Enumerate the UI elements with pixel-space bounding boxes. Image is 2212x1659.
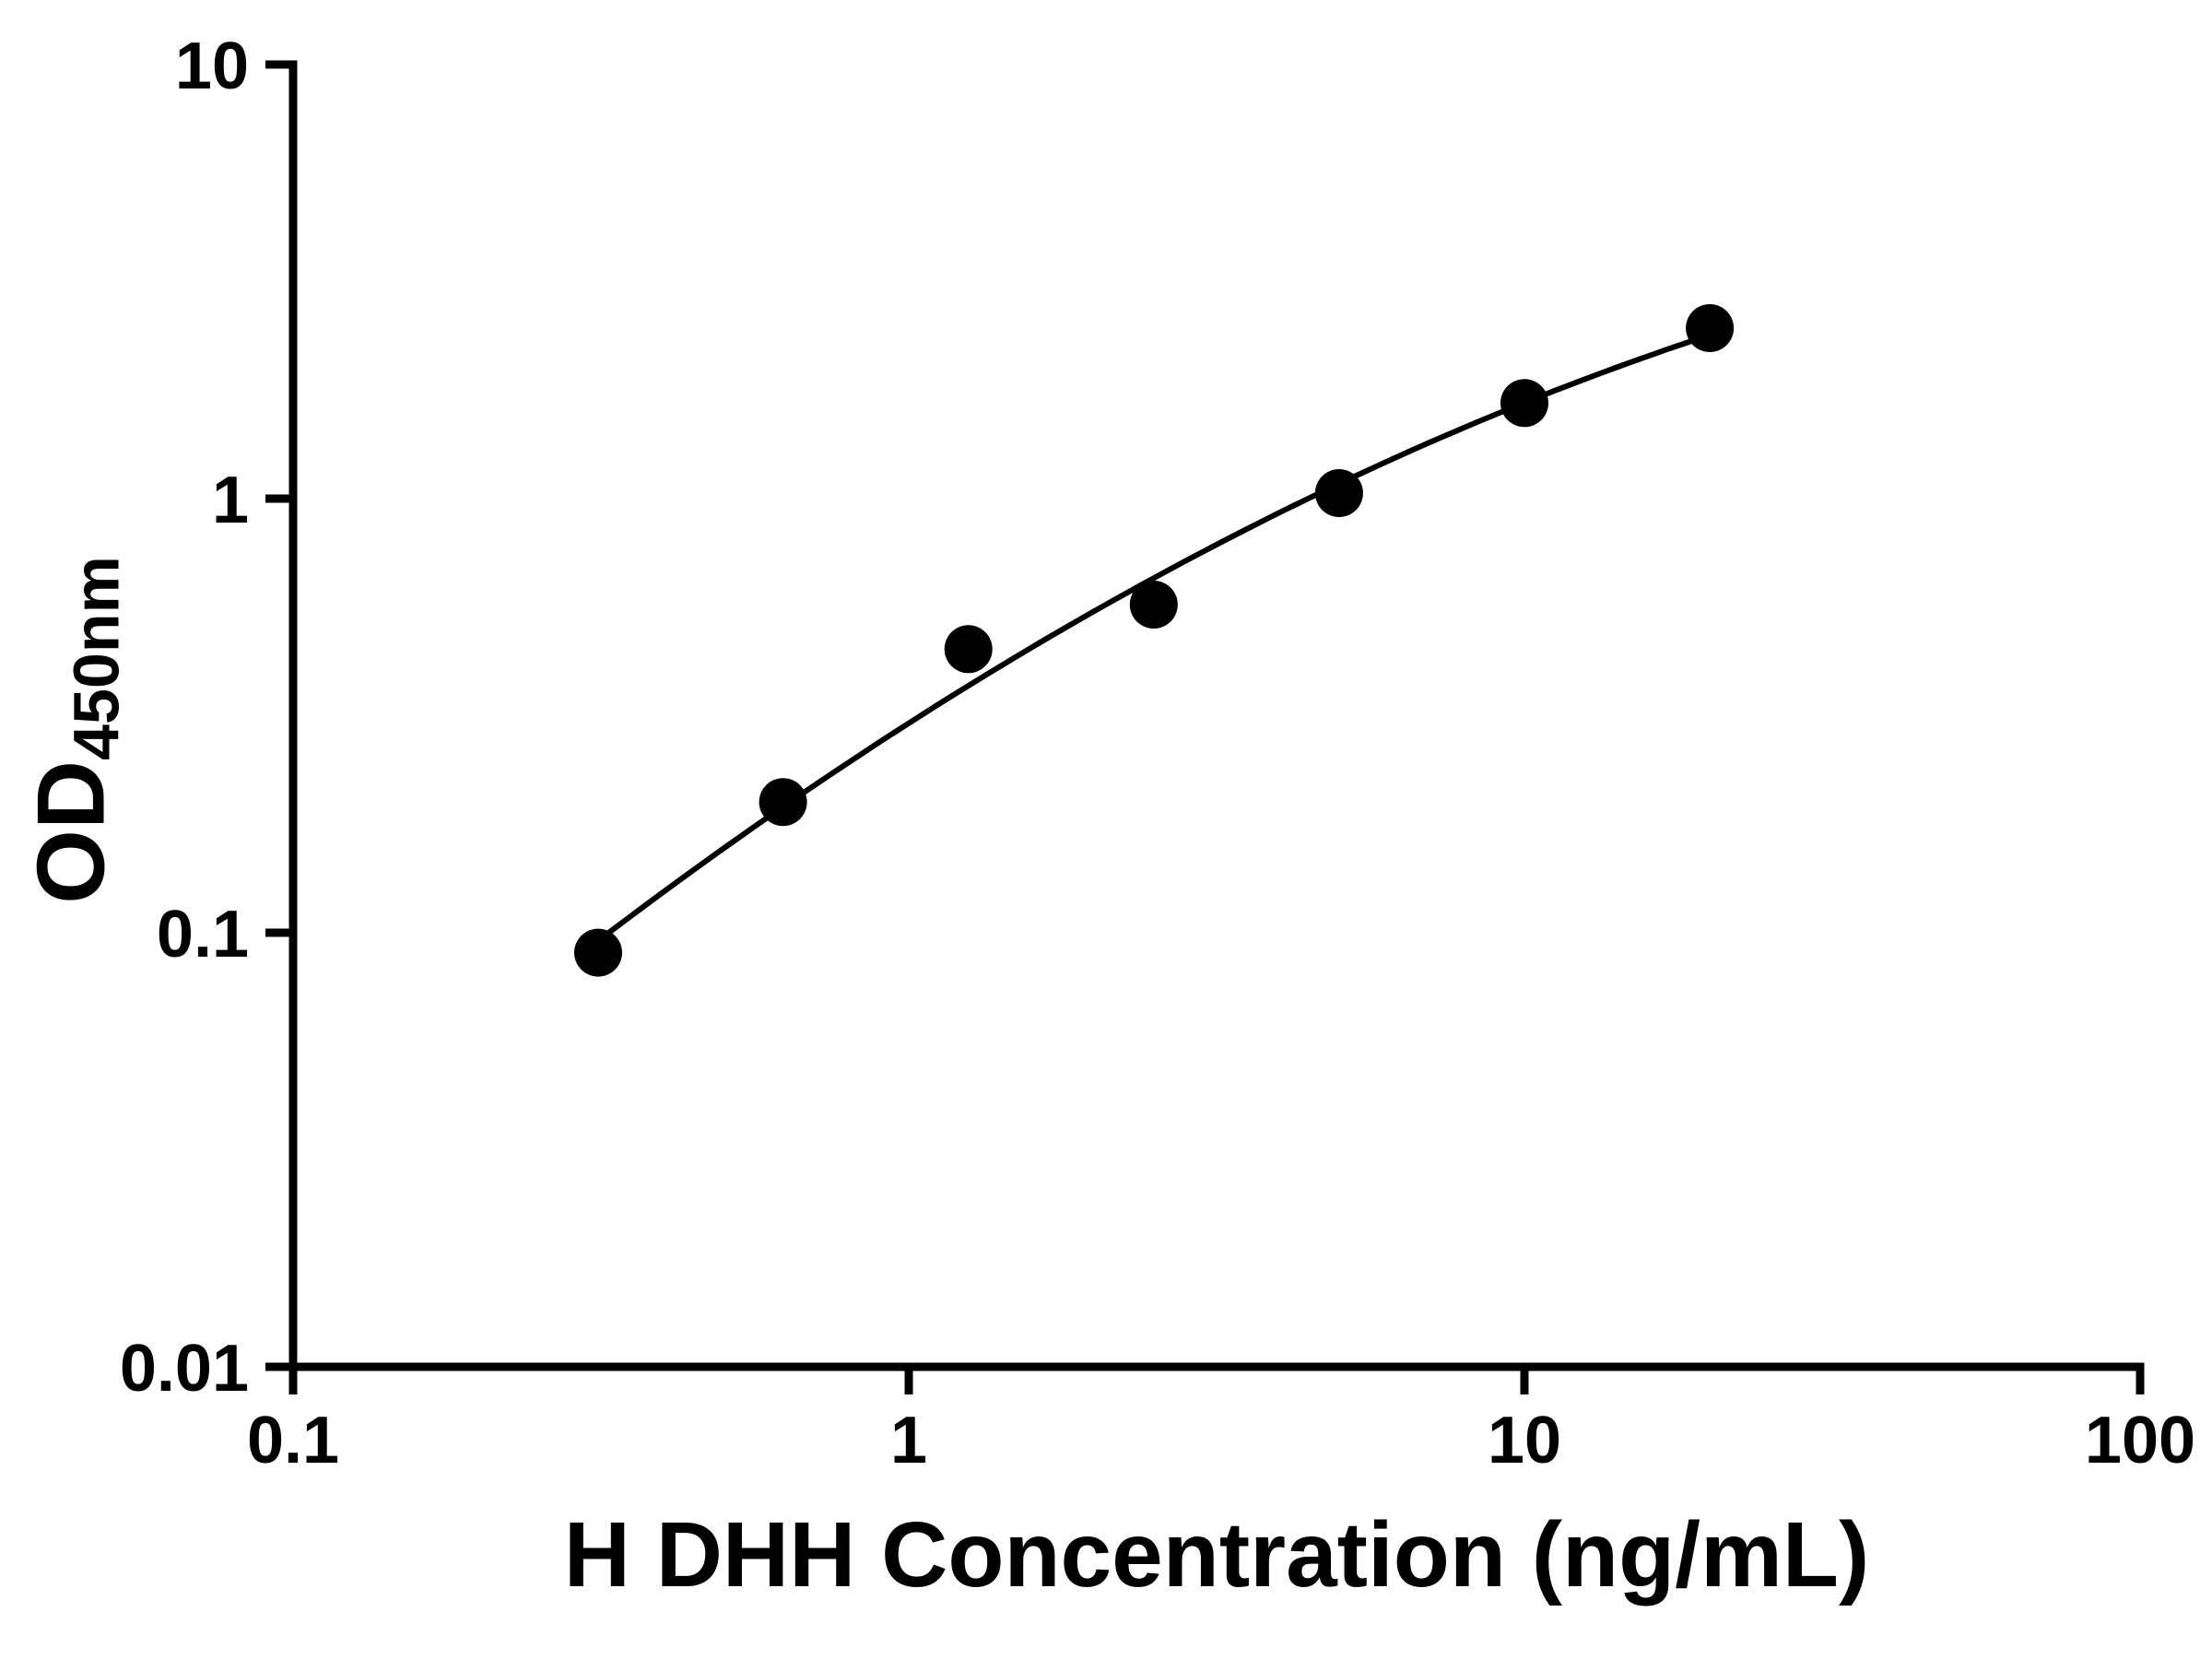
x-tick-label: 0.1: [247, 1404, 339, 1477]
y-tick-label: 10: [175, 29, 249, 103]
y-tick-label: 0.1: [157, 898, 249, 971]
data-point-marker: [759, 778, 807, 827]
data-point-marker: [574, 928, 622, 977]
data-point-marker: [1129, 581, 1178, 629]
y-axis-title-subscript: 450nm: [60, 556, 133, 760]
y-tick-label: 1: [212, 464, 249, 537]
data-point-marker: [944, 625, 993, 674]
data-point-marker: [1686, 304, 1735, 352]
axes-spine: [288, 60, 2145, 1371]
x-tick-label: 1: [890, 1404, 927, 1477]
y-axis-title-main: OD: [18, 759, 125, 904]
x-tick-label: 100: [2085, 1404, 2195, 1477]
x-tick-label: 10: [1488, 1404, 1561, 1477]
data-point-marker: [1314, 469, 1363, 517]
y-tick-label: 0.01: [120, 1332, 249, 1406]
data-point-marker: [1500, 379, 1548, 428]
fit-curve: [586, 329, 1721, 951]
y-axis-title: OD450nm: [18, 556, 133, 904]
x-axis-title: H DHH Concentration (ng/mL): [563, 1503, 1870, 1606]
